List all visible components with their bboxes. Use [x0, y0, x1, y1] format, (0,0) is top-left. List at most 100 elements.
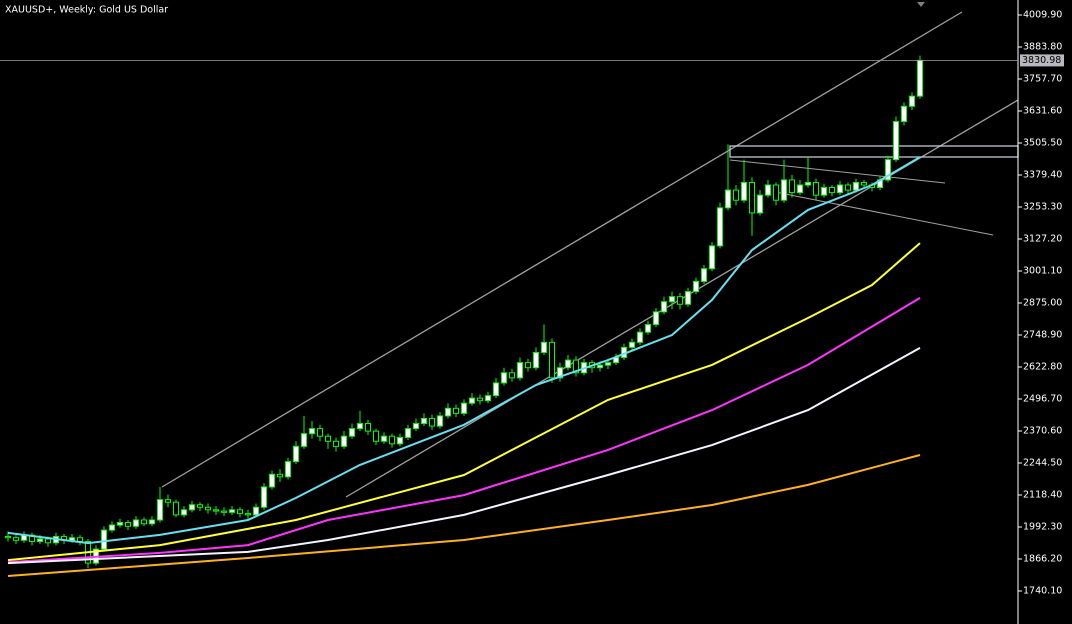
candle-body — [133, 519, 139, 527]
candle-body — [309, 428, 315, 435]
moving-average — [7, 297, 921, 564]
candle-body — [541, 341, 547, 353]
y-tick-label: 4009.90 — [1023, 9, 1062, 20]
candle-body — [893, 121, 899, 161]
candle-body — [237, 509, 243, 515]
y-tick-label: 2496.70 — [1023, 393, 1062, 404]
candle-body — [381, 435, 387, 442]
candle-body — [13, 537, 19, 541]
candle-body — [773, 184, 779, 201]
candle-body — [261, 486, 267, 508]
candle-body — [493, 382, 499, 397]
candle-body — [829, 187, 835, 194]
candle-body — [229, 509, 235, 513]
y-tick-label: 2244.50 — [1023, 457, 1062, 468]
candle-body — [789, 179, 795, 194]
chart-title: XAUUSD+, Weekly: Gold US Dollar — [5, 5, 168, 16]
moving-average — [7, 454, 921, 577]
candle-body — [173, 501, 179, 516]
trend-line — [774, 191, 994, 236]
candle-body — [917, 59, 923, 97]
candle-body — [453, 407, 459, 414]
candle-body — [645, 324, 651, 333]
candle-body — [605, 362, 611, 366]
candle-body — [413, 423, 419, 430]
candle-body — [365, 423, 371, 432]
candle-body — [117, 521, 123, 526]
candle-body — [629, 341, 635, 348]
y-tick-label: 3127.20 — [1023, 233, 1062, 244]
candle-body — [373, 430, 379, 442]
candle-body — [669, 296, 675, 303]
candle-body — [141, 519, 147, 525]
candle-body — [429, 417, 435, 427]
candle-body — [197, 504, 203, 508]
candle-body — [597, 364, 603, 369]
y-tick-label: 3001.10 — [1023, 265, 1062, 276]
candle-body — [245, 513, 251, 516]
candle-body — [901, 105, 907, 123]
candle-body — [37, 538, 43, 543]
candle-body — [573, 359, 579, 374]
candle-body — [533, 351, 539, 369]
candle-body — [693, 280, 699, 293]
y-tick-label: 3505.50 — [1023, 137, 1062, 148]
y-tick-label: 2622.80 — [1023, 361, 1062, 372]
y-tick-label: 3883.80 — [1023, 41, 1062, 52]
candle-body — [189, 504, 195, 511]
candle-body — [701, 268, 707, 282]
candle-body — [485, 395, 491, 402]
y-tick-label: 2748.90 — [1023, 329, 1062, 340]
candle-body — [517, 362, 523, 379]
candle-body — [397, 436, 403, 445]
candle-body — [709, 245, 715, 270]
candle-body — [253, 506, 259, 516]
y-tick-label: 1740.10 — [1023, 585, 1062, 596]
y-tick-label: 1866.20 — [1023, 553, 1062, 564]
moving-average — [7, 156, 921, 545]
candle-body — [837, 184, 843, 194]
y-tick-label: 2875.00 — [1023, 297, 1062, 308]
candle-body — [685, 291, 691, 305]
candle-body — [285, 461, 291, 478]
candle-body — [717, 207, 723, 247]
candle-body — [149, 519, 155, 525]
candle-body — [757, 194, 763, 214]
moving-average — [7, 242, 921, 562]
y-tick-label: 3631.60 — [1023, 105, 1062, 116]
candle-body — [557, 367, 563, 379]
candle-body — [301, 433, 307, 447]
y-tick-label: 3253.30 — [1023, 201, 1062, 212]
candle-body — [909, 95, 915, 107]
candle-body — [181, 509, 187, 516]
y-tick-label: 2370.60 — [1023, 425, 1062, 436]
candle-body — [845, 184, 851, 191]
current-price-box — [1020, 54, 1064, 67]
candle-body — [797, 184, 803, 194]
marker — [917, 2, 925, 7]
channel-line — [161, 11, 963, 488]
candle-body — [781, 179, 787, 201]
candle-body — [221, 510, 227, 513]
moving-average — [7, 347, 921, 565]
candle-body — [293, 445, 299, 463]
candle-body — [549, 341, 555, 379]
candle-body — [45, 538, 51, 544]
candle-body — [125, 521, 131, 527]
candle-body — [813, 181, 819, 196]
candle-body — [405, 428, 411, 438]
candle-body — [733, 189, 739, 201]
candle-body — [317, 428, 323, 437]
candle-body — [341, 435, 347, 447]
candle-body — [565, 359, 571, 369]
candle-body — [445, 407, 451, 417]
candle-body — [421, 417, 427, 425]
candle-body — [205, 506, 211, 511]
candle-body — [653, 311, 659, 326]
trend-line — [729, 159, 946, 184]
candle-body — [333, 440, 339, 447]
candle-body — [885, 159, 891, 181]
candle-body — [821, 187, 827, 196]
candle-body — [749, 181, 755, 214]
